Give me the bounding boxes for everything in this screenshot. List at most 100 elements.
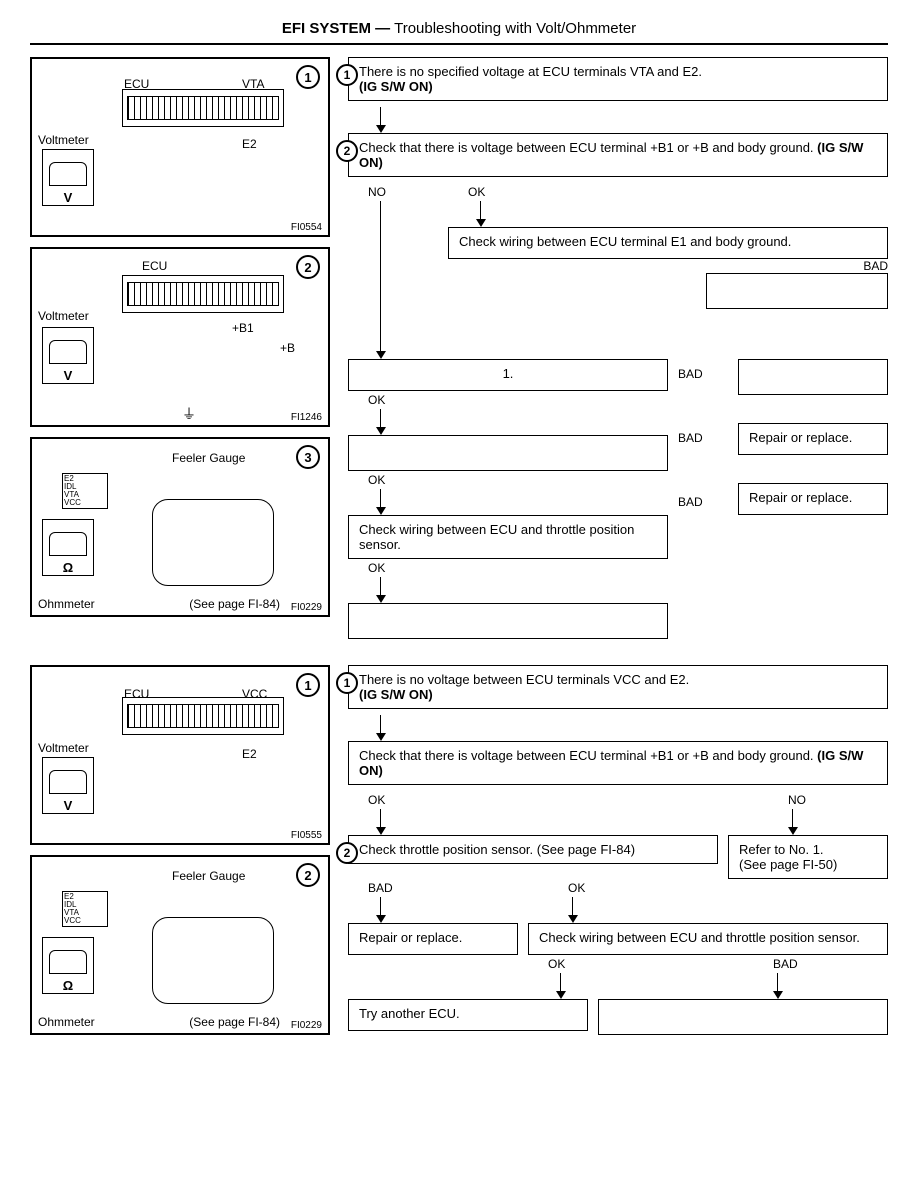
ohmmeter-icon: Ω <box>42 937 94 994</box>
flow2-try-ecu: Try another ECU. <box>348 999 588 1031</box>
repair-text: Repair or replace. <box>749 490 852 505</box>
header-rest: Troubleshooting with Volt/Ohmmeter <box>394 20 636 37</box>
label-ok: OK <box>368 793 718 807</box>
voltmeter-icon: V <box>42 149 94 206</box>
ecu-label: ECU <box>142 259 167 273</box>
flow2-repair: Repair or replace. <box>348 923 518 955</box>
diagram-num: 1 <box>296 673 320 697</box>
refer-text: Refer to No. 1. (See page FI-50) <box>739 842 837 872</box>
throttle-body-icon <box>152 917 274 1004</box>
label-bad: BAD <box>863 259 888 273</box>
label-ok: OK <box>368 393 668 407</box>
label-no: NO <box>368 185 438 199</box>
pin-e2: E2 <box>242 747 257 761</box>
flow1-step3: Check wiring between ECU terminal E1 and… <box>448 227 888 259</box>
ground-icon: ⏚ <box>182 404 196 424</box>
step1-text: There is no specified voltage at ECU ter… <box>359 64 702 79</box>
pin-b: +B <box>280 341 295 355</box>
flowchart-2: 1 There is no voltage between ECU termin… <box>348 665 888 1045</box>
ref1-text: 1. <box>503 366 514 381</box>
flow1-empty-a <box>706 273 888 309</box>
flow2-step3: 2 Check throttle position sensor. (See p… <box>348 835 718 864</box>
step3-text: Check throttle position sensor. (See pag… <box>359 842 635 857</box>
meter-unit: V <box>64 798 73 813</box>
flow1-repair-a: Repair or replace. <box>738 423 888 455</box>
label-ok: OK <box>548 957 703 971</box>
step-num-2: 2 <box>336 842 358 864</box>
flow2-step6: Check wiring between ECU and throttle po… <box>528 923 888 955</box>
meter-unit: Ω <box>63 978 73 993</box>
page-header: EFI SYSTEM — Troubleshooting with Volt/O… <box>30 20 888 45</box>
pin-e2: E2 <box>242 137 257 151</box>
voltmeter-label: Voltmeter <box>38 741 89 755</box>
label-ok: OK <box>368 473 668 487</box>
step2-text: Check that there is voltage between ECU … <box>359 140 814 155</box>
label-bad: BAD <box>368 881 518 895</box>
fig-code: FI0554 <box>291 222 322 233</box>
repair-text: Repair or replace. <box>359 930 462 945</box>
voltmeter-icon: V <box>42 327 94 384</box>
label-bad: BAD <box>678 495 728 509</box>
feeler-label: Feeler Gauge <box>172 451 245 465</box>
fig-code: FI1246 <box>291 412 322 423</box>
try-ecu-text: Try another ECU. <box>359 1006 460 1021</box>
label-bad: BAD <box>678 367 728 381</box>
step1-cond: (IG S/W ON) <box>359 687 433 702</box>
flow2-step2: Check that there is voltage between ECU … <box>348 741 888 785</box>
voltmeter-icon: V <box>42 757 94 814</box>
ohmmeter-label: Ohmmeter <box>38 597 95 611</box>
page-ref: (See page FI-84) <box>189 597 280 611</box>
diagram-3: 3 Feeler Gauge E2IDLVTAVCC Ω Ohmmeter (S… <box>30 437 330 617</box>
flow1-step1: 1 There is no specified voltage at ECU t… <box>348 57 888 101</box>
throttle-body-icon <box>152 499 274 586</box>
step6-text: Check wiring between ECU and throttle po… <box>539 930 860 945</box>
voltmeter-label: Voltmeter <box>38 309 89 323</box>
diagram-num: 2 <box>296 255 320 279</box>
fig-code: FI0229 <box>291 602 322 613</box>
step3-text: Check wiring between ECU terminal E1 and… <box>459 234 791 249</box>
label-bad: BAD <box>773 957 888 971</box>
ohmmeter-label: Ohmmeter <box>38 1015 95 1029</box>
ecu-connector <box>122 89 284 127</box>
repair-text: Repair or replace. <box>749 430 852 445</box>
left-diagrams-1: 1 ECU VTA E2 Voltmeter V FI0554 2 ECU +B… <box>30 57 330 639</box>
step1-text: There is no voltage between ECU terminal… <box>359 672 689 687</box>
diagram-num: 3 <box>296 445 320 469</box>
diagram-4: 1 ECU VCC E2 Voltmeter V FI0555 <box>30 665 330 845</box>
feeler-label: Feeler Gauge <box>172 869 245 883</box>
label-ok: OK <box>368 561 668 575</box>
header-bold: EFI SYSTEM — <box>282 20 390 37</box>
flow2-empty-end <box>598 999 888 1035</box>
flow1-repair-b: Repair or replace. <box>738 483 888 515</box>
label-no: NO <box>788 793 888 807</box>
voltmeter-label: Voltmeter <box>38 133 89 147</box>
flow2-refer: Refer to No. 1. (See page FI-50) <box>728 835 888 879</box>
pin-b1: +B1 <box>232 321 254 335</box>
flow1-empty-d <box>738 359 888 395</box>
step-num-2: 2 <box>336 140 358 162</box>
step2-text: Check that there is voltage between ECU … <box>359 748 814 763</box>
step-num-1: 1 <box>336 64 358 86</box>
label-ok: OK <box>468 185 888 199</box>
diagram-1: 1 ECU VTA E2 Voltmeter V FI0554 <box>30 57 330 237</box>
diagram-2: 2 ECU +B1 +B Voltmeter V ⏚ FI1246 <box>30 247 330 427</box>
ohmmeter-icon: Ω <box>42 519 94 576</box>
flow2-step1: 1 There is no voltage between ECU termin… <box>348 665 888 709</box>
diagram-num: 1 <box>296 65 320 89</box>
label-bad: BAD <box>678 431 728 445</box>
diagram-5: 2 Feeler Gauge E2IDLVTAVCC Ω Ohmmeter (S… <box>30 855 330 1035</box>
flow1-step7: Check wiring between ECU and throttle po… <box>348 515 668 559</box>
flow1-empty-c <box>348 603 668 639</box>
fig-code: FI0229 <box>291 1020 322 1031</box>
fig-code: FI0555 <box>291 830 322 841</box>
left-diagrams-2: 1 ECU VCC E2 Voltmeter V FI0555 2 Feeler… <box>30 665 330 1045</box>
tps-connector: E2IDLVTAVCC <box>62 473 108 509</box>
step-num-1: 1 <box>336 672 358 694</box>
ecu-connector <box>122 697 284 735</box>
step1-cond: (IG S/W ON) <box>359 79 433 94</box>
step7-text: Check wiring between ECU and throttle po… <box>359 522 634 552</box>
meter-unit: Ω <box>63 560 73 575</box>
section-1: 1 ECU VTA E2 Voltmeter V FI0554 2 ECU +B… <box>30 57 888 639</box>
flowchart-1: 1 There is no specified voltage at ECU t… <box>348 57 888 639</box>
meter-unit: V <box>64 190 73 205</box>
